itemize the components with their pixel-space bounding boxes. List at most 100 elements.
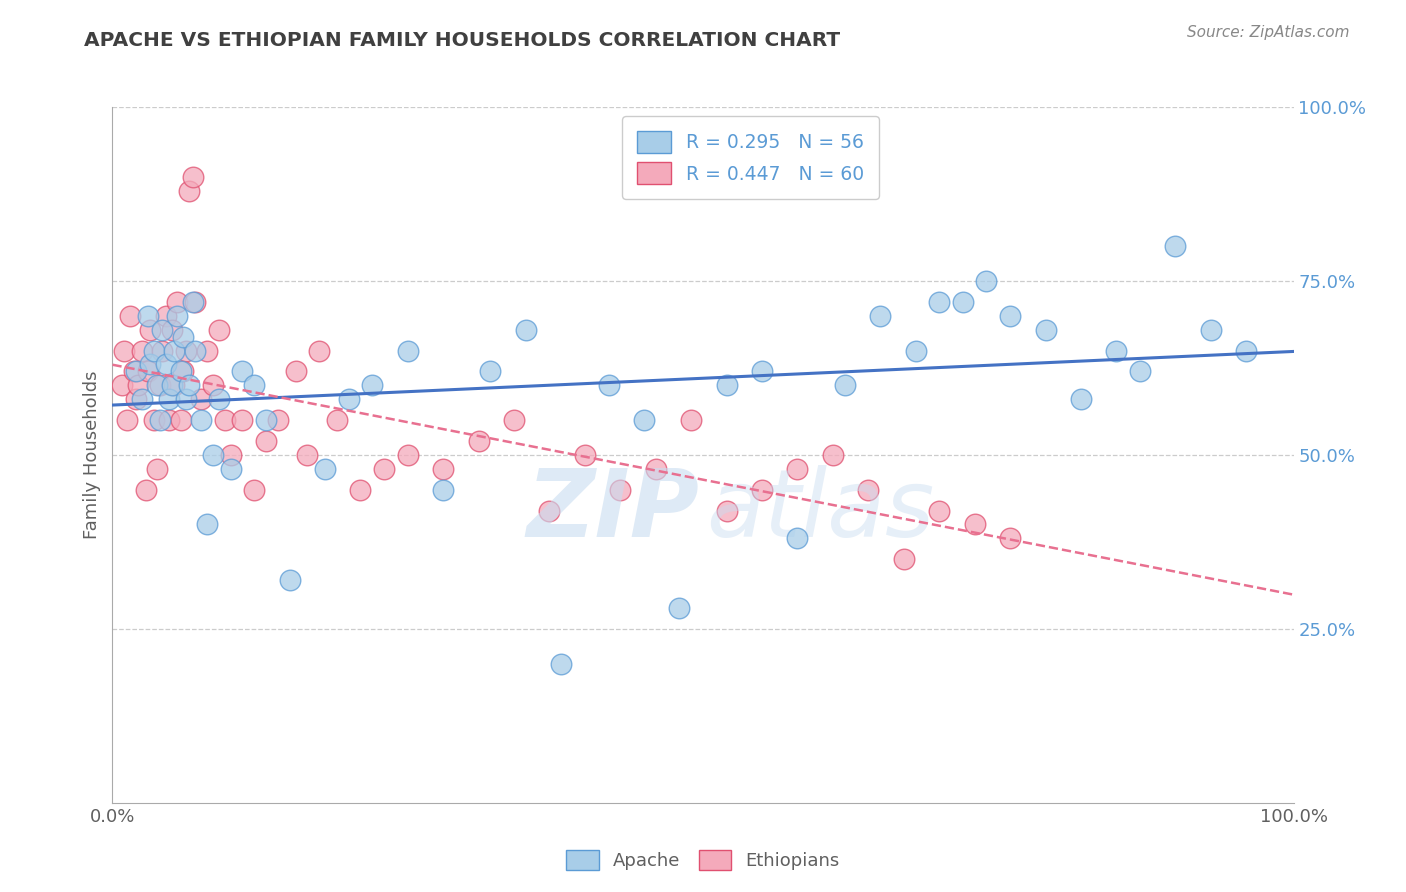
Point <box>155 309 177 323</box>
Point <box>314 462 336 476</box>
Point <box>373 462 395 476</box>
Point <box>181 169 204 184</box>
Point <box>786 462 808 476</box>
Point <box>928 503 950 517</box>
Point <box>998 309 1021 323</box>
Point <box>125 392 148 407</box>
Point <box>644 462 666 476</box>
Point <box>278 573 301 587</box>
Text: atlas: atlas <box>707 465 935 556</box>
Point <box>574 448 596 462</box>
Point <box>157 392 180 407</box>
Point <box>149 413 172 427</box>
Point <box>550 657 572 671</box>
Point <box>751 483 773 497</box>
Point <box>149 378 172 392</box>
Point <box>361 378 384 392</box>
Point <box>869 309 891 323</box>
Point <box>190 392 212 407</box>
Point <box>503 413 526 427</box>
Point <box>179 378 201 392</box>
Point <box>297 448 319 462</box>
Point <box>337 392 360 407</box>
Point <box>716 378 738 392</box>
Point <box>160 378 183 392</box>
Point <box>1129 364 1152 378</box>
Point <box>231 364 253 378</box>
Point <box>163 378 186 392</box>
Point <box>146 462 169 476</box>
Point <box>963 517 986 532</box>
Point <box>195 343 218 358</box>
Point <box>349 483 371 497</box>
Point <box>120 309 142 323</box>
Point <box>174 392 197 407</box>
Point <box>174 343 197 358</box>
Point <box>112 343 135 358</box>
Point <box>155 358 177 372</box>
Text: ZIP: ZIP <box>527 465 699 557</box>
Point <box>131 343 153 358</box>
Point <box>467 434 489 448</box>
Text: Source: ZipAtlas.com: Source: ZipAtlas.com <box>1187 25 1350 40</box>
Point <box>115 413 138 427</box>
Point <box>1035 323 1057 337</box>
Point <box>163 343 186 358</box>
Point <box>998 532 1021 546</box>
Point <box>150 323 173 337</box>
Point <box>179 184 201 198</box>
Point <box>136 364 159 378</box>
Point <box>201 448 224 462</box>
Point <box>821 448 844 462</box>
Point <box>751 364 773 378</box>
Point <box>127 378 149 392</box>
Point <box>231 413 253 427</box>
Point <box>1234 343 1257 358</box>
Point <box>538 503 561 517</box>
Point <box>201 378 224 392</box>
Legend: Apache, Ethiopians: Apache, Ethiopians <box>560 843 846 877</box>
Point <box>609 483 631 497</box>
Point <box>131 392 153 407</box>
Point <box>479 364 502 378</box>
Point <box>142 343 165 358</box>
Point <box>633 413 655 427</box>
Point <box>150 343 173 358</box>
Point <box>135 483 157 497</box>
Point <box>1164 239 1187 253</box>
Point <box>190 413 212 427</box>
Point <box>142 413 165 427</box>
Point <box>326 413 349 427</box>
Point <box>139 358 162 372</box>
Point <box>208 392 231 407</box>
Point <box>928 294 950 309</box>
Point <box>157 413 180 427</box>
Point <box>172 329 194 343</box>
Point <box>716 503 738 517</box>
Point <box>432 462 454 476</box>
Point <box>1070 392 1092 407</box>
Point <box>432 483 454 497</box>
Point <box>170 364 193 378</box>
Point <box>284 364 307 378</box>
Point <box>166 309 188 323</box>
Point <box>136 309 159 323</box>
Point <box>243 483 266 497</box>
Point <box>184 343 207 358</box>
Point <box>834 378 856 392</box>
Point <box>208 323 231 337</box>
Point <box>181 294 204 309</box>
Point <box>308 343 330 358</box>
Point <box>681 413 703 427</box>
Point <box>170 413 193 427</box>
Point <box>195 517 218 532</box>
Point <box>1199 323 1222 337</box>
Text: APACHE VS ETHIOPIAN FAMILY HOUSEHOLDS CORRELATION CHART: APACHE VS ETHIOPIAN FAMILY HOUSEHOLDS CO… <box>84 31 841 50</box>
Point <box>396 343 419 358</box>
Point <box>214 413 236 427</box>
Point <box>254 413 277 427</box>
Point <box>515 323 537 337</box>
Point <box>786 532 808 546</box>
Point <box>184 294 207 309</box>
Point <box>139 323 162 337</box>
